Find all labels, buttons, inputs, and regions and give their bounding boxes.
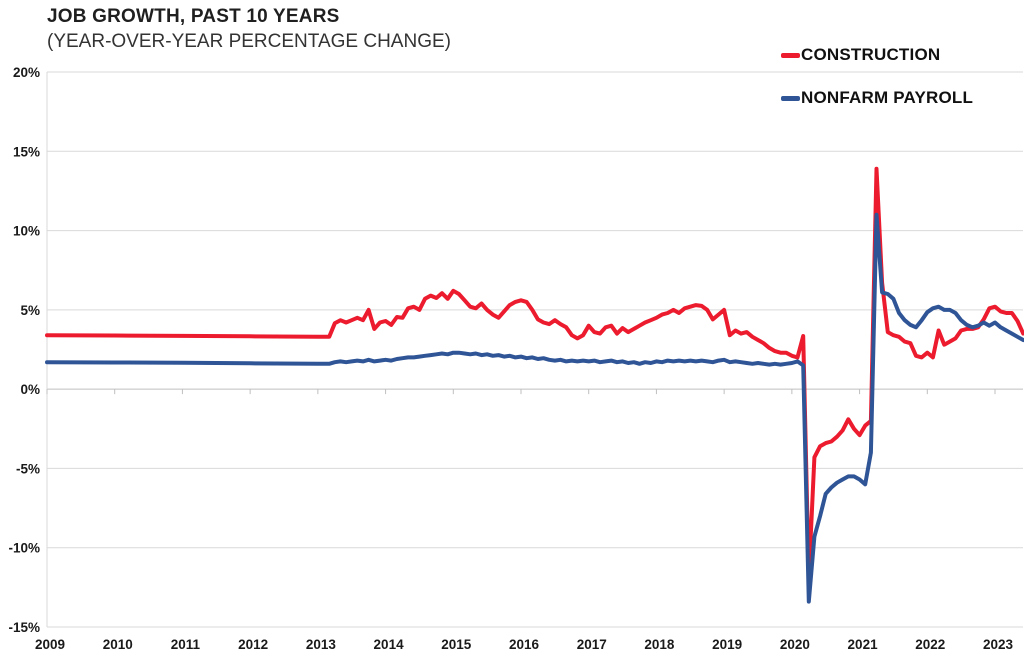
x-axis-tick-label: 2017 [577, 637, 607, 652]
chart-title: JOB GROWTH, PAST 10 YEARS [47, 6, 340, 27]
legend-entry-construction: CONSTRUCTION [781, 45, 940, 65]
x-axis-tick-label: 2009 [35, 637, 65, 652]
x-axis-tick-label: 2020 [780, 637, 810, 652]
nonfarm-payroll-line-marker [781, 95, 800, 101]
x-axis-tick-label: 2011 [171, 637, 201, 652]
construction-line-marker [781, 52, 800, 58]
x-axis-tick-label: 2010 [103, 637, 133, 652]
y-axis-tick-label: 15% [13, 144, 40, 159]
y-axis-tick-label: -10% [8, 541, 40, 556]
y-axis-tick-label: 10% [13, 224, 40, 239]
x-axis-tick-label: 2018 [644, 637, 675, 652]
nonfarm-payroll-line [45, 212, 1024, 604]
y-axis-tick-label: -15% [8, 620, 40, 635]
y-axis-tick-label: 20% [13, 65, 40, 80]
y-axis-tick-label: 5% [20, 303, 40, 318]
y-axis-tick-label: 0% [20, 382, 40, 397]
x-axis-tick-label: 2016 [509, 637, 540, 652]
x-axis-tick-label: 2021 [848, 637, 879, 652]
x-axis-tick-label: 2023 [983, 637, 1014, 652]
x-axis-tick-label: 2022 [915, 637, 945, 652]
y-axis-tick-label: -5% [16, 461, 40, 476]
chart-subtitle: (YEAR-OVER-YEAR PERCENTAGE CHANGE) [47, 31, 451, 52]
x-axis-tick-label: 2015 [441, 637, 472, 652]
x-axis-tick-label: 2012 [238, 637, 268, 652]
legend-label-nonfarm-payroll: NONFARM PAYROLL [801, 88, 974, 107]
legend-label-construction: CONSTRUCTION [801, 45, 941, 64]
x-axis-tick-label: 2014 [374, 637, 405, 652]
x-axis-tick-label: 2019 [712, 637, 742, 652]
legend-entry-nonfarm-payroll: NONFARM PAYROLL [781, 88, 973, 108]
construction-line [45, 166, 1024, 580]
x-axis-tick-label: 2013 [306, 637, 337, 652]
